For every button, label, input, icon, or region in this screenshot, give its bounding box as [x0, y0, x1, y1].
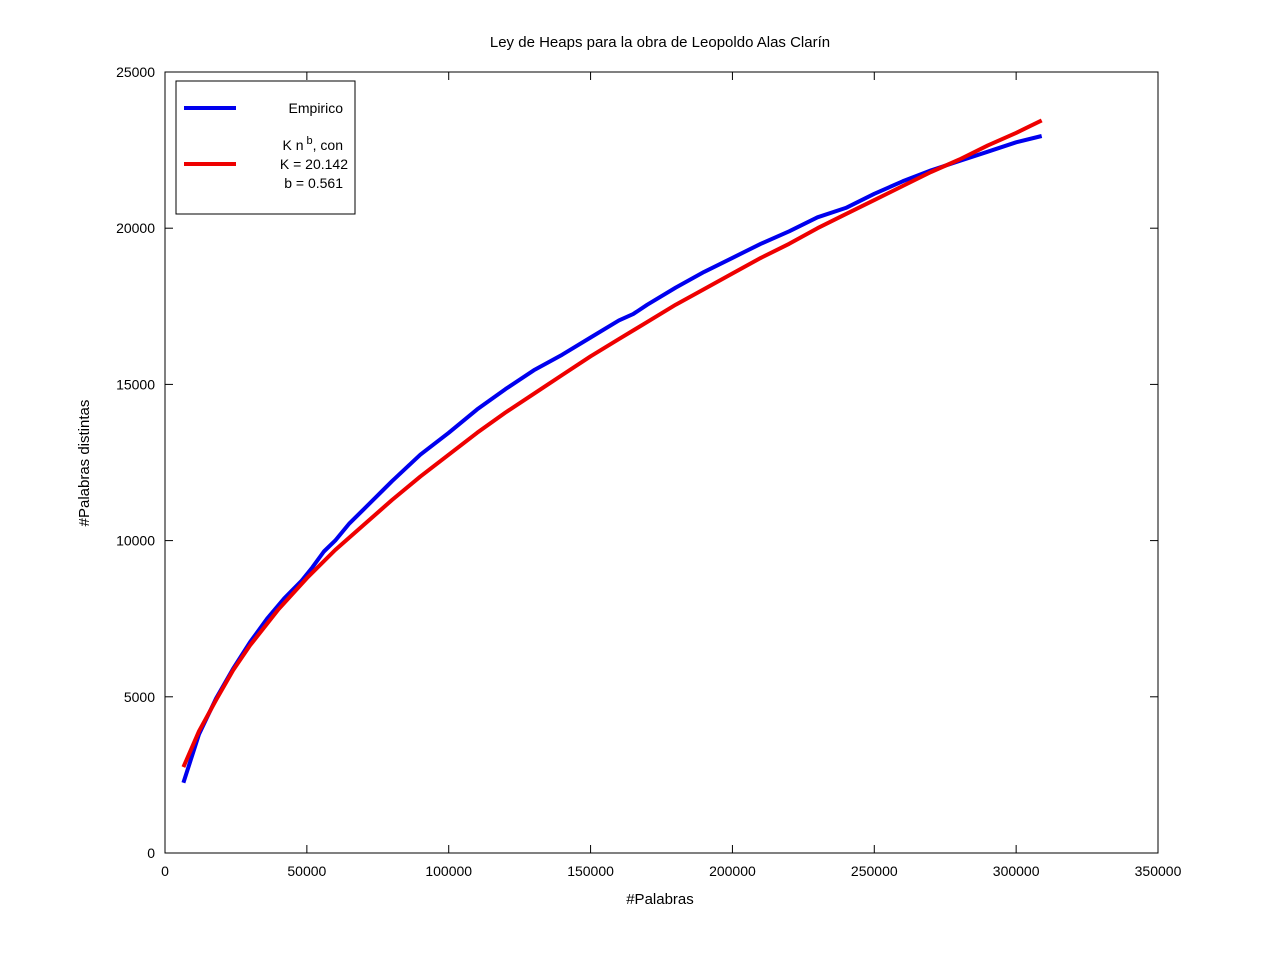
series-layer — [181, 118, 1043, 784]
y-tick-label: 0 — [147, 845, 155, 861]
y-tick-label: 20000 — [116, 220, 155, 236]
y-axis-label: #Palabras distintas — [76, 400, 93, 527]
legend-label-fit-line1: K n b, con — [283, 135, 344, 153]
y-tick-label: 5000 — [124, 689, 155, 705]
legend-label-empirico: Empirico — [289, 100, 344, 116]
x-tick-label: 200000 — [709, 863, 756, 879]
legend-fit-suffix: , con — [313, 137, 343, 153]
y-tick-label: 10000 — [116, 533, 155, 549]
legend: Empirico K n b, con K = 20.142 b = 0.561 — [175, 80, 356, 215]
x-tick-label: 50000 — [287, 863, 326, 879]
y-tick-label: 15000 — [116, 376, 155, 392]
x-tick-label: 100000 — [425, 863, 472, 879]
y-axis: 0 5000 10000 15000 20000 25000 — [116, 64, 1158, 861]
x-tick-label: 150000 — [567, 863, 614, 879]
legend-label-fit-line2: K = 20.142 — [280, 156, 348, 172]
y-tick-label: 25000 — [116, 64, 155, 80]
x-tick-label: 350000 — [1135, 863, 1182, 879]
x-axis: 0 50000 100000 150000 200000 250000 300000 3500… — [161, 72, 1182, 879]
x-tick-label: 250000 — [851, 863, 898, 879]
series-line-empirico — [181, 134, 1043, 784]
x-axis-label: #Palabras — [626, 891, 694, 908]
legend-label-fit-line3: b = 0.561 — [284, 175, 343, 191]
legend-fit-base: K n — [283, 137, 304, 153]
plot-area-frame — [164, 71, 1159, 854]
x-tick-label: 300000 — [993, 863, 1040, 879]
legend-fit-exponent: b — [307, 135, 313, 147]
legend-box — [175, 80, 356, 215]
series-line-fit — [181, 118, 1043, 768]
chart-title: Ley de Heaps para la obra de Leopoldo Al… — [490, 34, 830, 51]
x-tick-label: 0 — [161, 863, 169, 879]
